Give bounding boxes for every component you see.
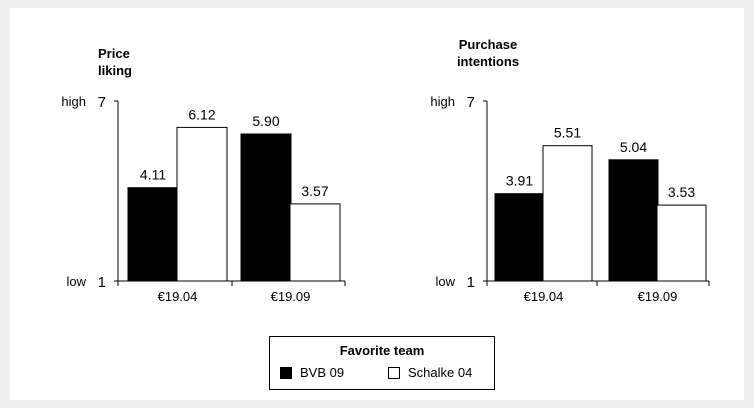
chart-1-data-label-bvb09-0: 3.91 — [506, 173, 533, 189]
chart-0-y-anchor-high: high — [61, 94, 86, 109]
chart-1-y-anchor-high: high — [430, 94, 455, 109]
chart-0-data-label-schalke04-1: 3.57 — [301, 183, 328, 199]
chart-1-bar-schalke04-0 — [542, 145, 593, 282]
legend: Favorite team BVB 09 Schalke 04 — [269, 336, 495, 390]
chart-0-bar-bvb09-0 — [127, 187, 179, 282]
chart-0-bar-bvb09-1 — [240, 133, 292, 282]
chart-1-y-tick-label-top: 7 — [467, 94, 475, 111]
chart-1-data-label-bvb09-1: 5.04 — [620, 139, 647, 155]
chart-1-bar-bvb09-0 — [494, 193, 545, 282]
chart-0-bar-schalke04-0 — [176, 126, 228, 282]
legend-title: Favorite team — [339, 343, 425, 358]
legend-swatch-schalke04 — [388, 366, 400, 379]
chart-1-y-anchor-low: low — [435, 274, 455, 289]
chart-0-bar-schalke04-1 — [289, 203, 341, 282]
legend-swatch-bvb09 — [280, 366, 292, 379]
chart-1-title-line-0: Purchase — [459, 37, 518, 52]
chart-0-x-tick-label-1: €19.09 — [271, 289, 311, 304]
chart-1-bar-schalke04-1 — [656, 204, 707, 282]
chart-0-y-tick-label-bottom: 1 — [98, 274, 106, 291]
chart-1-x-tick-label-0: €19.04 — [524, 289, 564, 304]
legend-label-schalke04: Schalke 04 — [408, 365, 473, 380]
chart-1-bar-bvb09-1 — [608, 159, 659, 282]
chart-1-y-tick-label-bottom: 1 — [467, 274, 475, 291]
chart-1-data-label-schalke04-1: 3.53 — [668, 184, 695, 200]
chart-1-title-line-1: intentions — [457, 54, 519, 69]
legend-item-schalke04: Schalke 04 — [388, 365, 472, 380]
chart-0-y-tick-label-top: 7 — [98, 94, 106, 111]
legend-label-bvb09: BVB 09 — [300, 365, 345, 380]
chart-0-title-line-1: liking — [98, 63, 132, 78]
chart-1-data-label-schalke04-0: 5.51 — [554, 125, 581, 141]
chart-0-x-tick-label-0: €19.04 — [158, 289, 198, 304]
chart-0-data-label-bvb09-0: 4.11 — [140, 167, 166, 183]
chart-0-data-label-bvb09-1: 5.90 — [252, 113, 279, 129]
legend-item-bvb09: BVB 09 — [280, 365, 344, 380]
chart-1-x-tick-label-1: €19.09 — [638, 289, 678, 304]
chart-0-y-anchor-low: low — [66, 274, 86, 289]
chart-0-data-label-schalke04-0: 6.12 — [188, 106, 215, 122]
chart-0-title-line-0: Price — [98, 46, 130, 61]
